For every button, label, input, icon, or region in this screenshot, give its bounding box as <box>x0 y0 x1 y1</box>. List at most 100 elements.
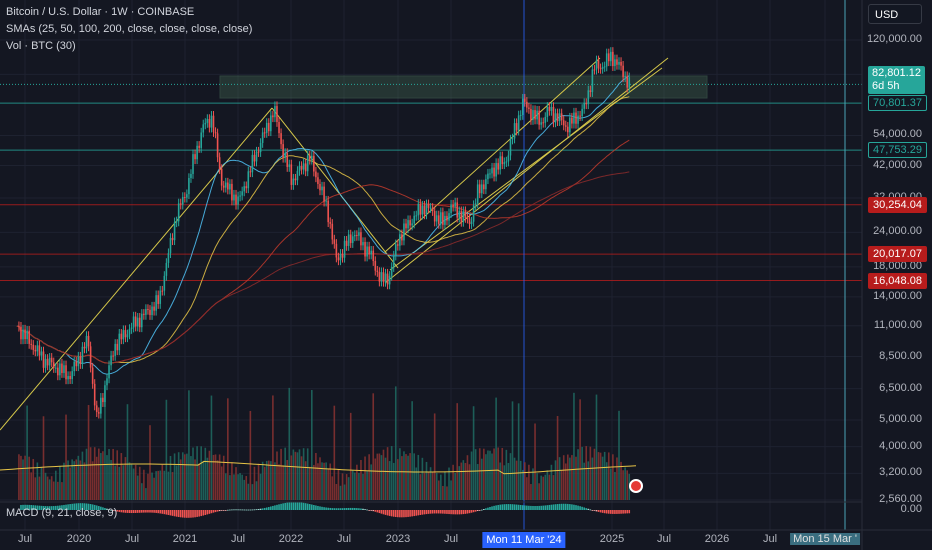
volume-bar <box>194 459 196 500</box>
macd-bar <box>411 510 413 517</box>
candle-body <box>384 273 387 282</box>
sma-legend[interactable]: SMAs (25, 50, 100, 200, close, close, cl… <box>6 23 253 35</box>
candle-body <box>605 53 608 67</box>
candle-body <box>32 344 35 350</box>
macd-legend[interactable]: MACD (9, 21, close, 9) <box>6 507 118 519</box>
volume-bar <box>147 473 149 500</box>
symbol-title[interactable]: Bitcoin / U.S. Dollar · 1W · COINBASE <box>6 6 195 18</box>
candle-body <box>227 182 229 190</box>
candle-body <box>560 113 563 121</box>
macd-bar <box>532 505 534 510</box>
macd-bar <box>278 504 280 510</box>
candle-body <box>124 330 127 338</box>
volume-bar <box>558 457 561 500</box>
macd-bar <box>548 504 551 510</box>
candle-body <box>415 215 418 217</box>
candle-body <box>323 186 325 202</box>
time-axis-label: Mon 15 Mar ' <box>790 533 860 545</box>
volume-bar <box>470 451 473 500</box>
macd-bar <box>419 510 422 516</box>
volume-bar <box>108 449 110 500</box>
candle-body <box>505 161 508 163</box>
volume-bar <box>251 484 254 500</box>
macd-bar <box>456 510 459 515</box>
time-axis-label: Jul <box>124 533 140 545</box>
price-axis-label: 6,500.00 <box>879 381 922 394</box>
volume-bar <box>149 425 151 500</box>
macd-bar <box>323 507 325 510</box>
volume-bar <box>57 481 59 500</box>
price-axis-label: 0.00 <box>900 503 922 515</box>
us-flag-icon[interactable] <box>629 479 643 493</box>
volume-bar <box>407 455 409 500</box>
volume-bar <box>91 461 94 500</box>
volume-bar <box>284 447 286 500</box>
volume-bar <box>368 454 370 500</box>
macd-bar <box>417 510 420 516</box>
candle-body <box>257 151 260 153</box>
volume-bar <box>216 460 219 500</box>
macd-bar <box>93 504 96 510</box>
volume-bar <box>583 462 585 500</box>
volume-bar <box>173 453 176 500</box>
crosshair-date-label: Mon 11 Mar '24 <box>482 532 566 548</box>
macd-bar <box>175 510 178 517</box>
macd-bar <box>374 510 377 512</box>
macd-bar <box>75 503 78 510</box>
macd-bar <box>349 507 352 510</box>
candle-body <box>407 220 409 229</box>
macd-bar <box>622 510 624 514</box>
volume-bar <box>321 462 323 500</box>
candle-body <box>71 371 73 380</box>
macd-bar <box>130 510 133 514</box>
candle-body <box>442 212 444 225</box>
candle-body <box>239 195 241 197</box>
currency-button[interactable]: USD <box>868 4 922 24</box>
macd-bar <box>442 510 444 514</box>
volume-legend[interactable]: Vol · BTC (30) <box>6 40 76 52</box>
candle-body <box>134 316 137 327</box>
macd-bar <box>575 505 577 510</box>
candle-body <box>278 121 280 134</box>
macd-bar <box>24 504 26 510</box>
candle-body <box>364 242 366 257</box>
volume-bar <box>429 467 432 500</box>
candle-body <box>462 211 465 222</box>
candle-body <box>427 204 430 208</box>
macd-bar <box>290 502 293 510</box>
volume-bar <box>333 405 336 500</box>
macd-bar <box>394 510 397 517</box>
candle-body <box>151 306 153 316</box>
volume-bar <box>511 401 514 500</box>
macd-bar <box>558 503 561 510</box>
candle-body <box>495 163 497 177</box>
volume-bar <box>476 464 479 500</box>
macd-bar <box>546 505 549 510</box>
candle-body <box>206 118 209 123</box>
candle-body <box>593 69 596 71</box>
price-level-tag: 47,753.29 <box>868 142 927 159</box>
macd-bar <box>325 507 327 510</box>
macd-bar <box>214 510 217 513</box>
candle-body <box>626 76 629 88</box>
volume-bar <box>276 451 278 500</box>
volume-bar <box>89 447 92 500</box>
candle-body <box>83 346 86 349</box>
candle-body <box>390 267 393 276</box>
macd-bar <box>450 510 452 515</box>
volume-ma-line <box>0 460 637 475</box>
macd-bar <box>34 505 37 510</box>
macd-bar <box>263 507 266 510</box>
candle-body <box>483 184 485 190</box>
macd-bar <box>286 502 289 510</box>
macd-bar <box>237 509 239 511</box>
macd-histogram <box>20 502 631 518</box>
sma-25-line <box>16 75 630 375</box>
volume-bar <box>462 460 465 500</box>
candle-body <box>245 186 248 189</box>
candle-body <box>233 194 235 201</box>
candle-body <box>163 275 166 291</box>
candle-body <box>345 240 348 246</box>
